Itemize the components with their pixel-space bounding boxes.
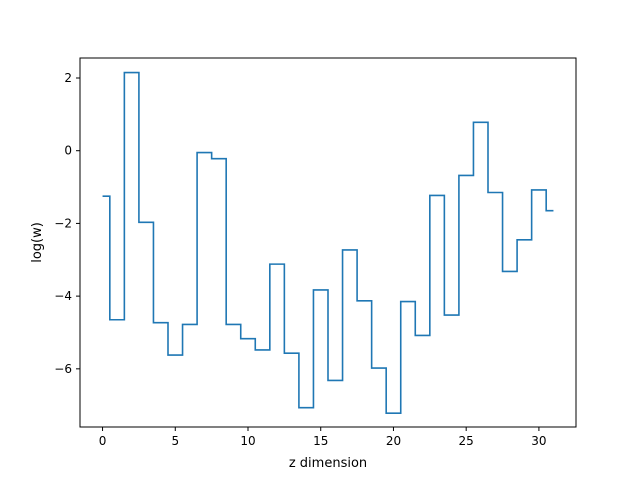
x-tick-label: 10 [240, 434, 255, 448]
x-tick-label: 30 [531, 434, 546, 448]
y-tick-label: −4 [54, 289, 72, 303]
y-tick-label: −2 [54, 216, 72, 230]
x-tick-label: 5 [171, 434, 179, 448]
x-tick-label: 25 [459, 434, 474, 448]
axes-frame [79, 57, 577, 428]
x-tick-label: 15 [313, 434, 328, 448]
x-axis-ticks: 0 5 10 15 20 25 30 [99, 427, 547, 448]
x-tick-label: 0 [99, 434, 107, 448]
y-tick-label: 0 [64, 144, 72, 158]
x-tick-label: 20 [386, 434, 401, 448]
y-tick-label: 2 [64, 71, 72, 85]
x-axis-label: z dimension [289, 456, 367, 471]
series-step-line [102, 71, 554, 414]
y-axis-label: log(w) [30, 222, 45, 263]
plot-area [102, 71, 554, 414]
y-axis-ticks: −6 −4 −2 0 2 [54, 71, 80, 376]
y-tick-label: −6 [54, 362, 72, 376]
